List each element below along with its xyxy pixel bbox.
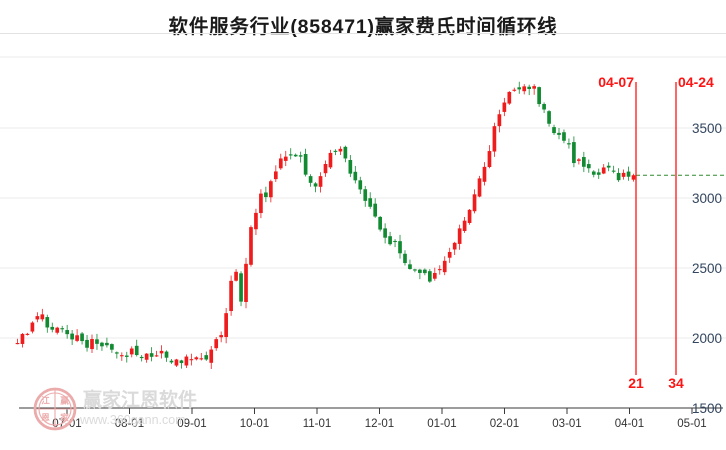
svg-text:3500: 3500 (692, 121, 722, 136)
svg-text:赢: 赢 (59, 396, 69, 406)
svg-text:05-01: 05-01 (677, 418, 706, 430)
svg-text:34: 34 (668, 375, 684, 391)
svg-text:02-01: 02-01 (490, 418, 519, 430)
svg-text:江: 江 (41, 396, 50, 406)
svg-text:赢家江恩软件: 赢家江恩软件 (83, 388, 197, 411)
svg-text:恩: 恩 (41, 413, 50, 423)
svg-text:3000: 3000 (692, 191, 722, 206)
svg-text:03-01: 03-01 (552, 418, 581, 430)
svg-text:04-07: 04-07 (598, 74, 634, 90)
svg-text:21: 21 (628, 375, 644, 391)
svg-text:04-01: 04-01 (615, 418, 644, 430)
svg-text:12-01: 12-01 (365, 418, 394, 430)
svg-text:01-01: 01-01 (427, 418, 456, 430)
svg-text:2500: 2500 (692, 261, 722, 276)
svg-text:04-24: 04-24 (678, 74, 714, 90)
svg-text:1500: 1500 (692, 401, 722, 416)
svg-text:2000: 2000 (692, 331, 722, 346)
svg-text:www.360gann.com: www.360gann.com (79, 413, 186, 427)
svg-text:家: 家 (60, 413, 69, 423)
